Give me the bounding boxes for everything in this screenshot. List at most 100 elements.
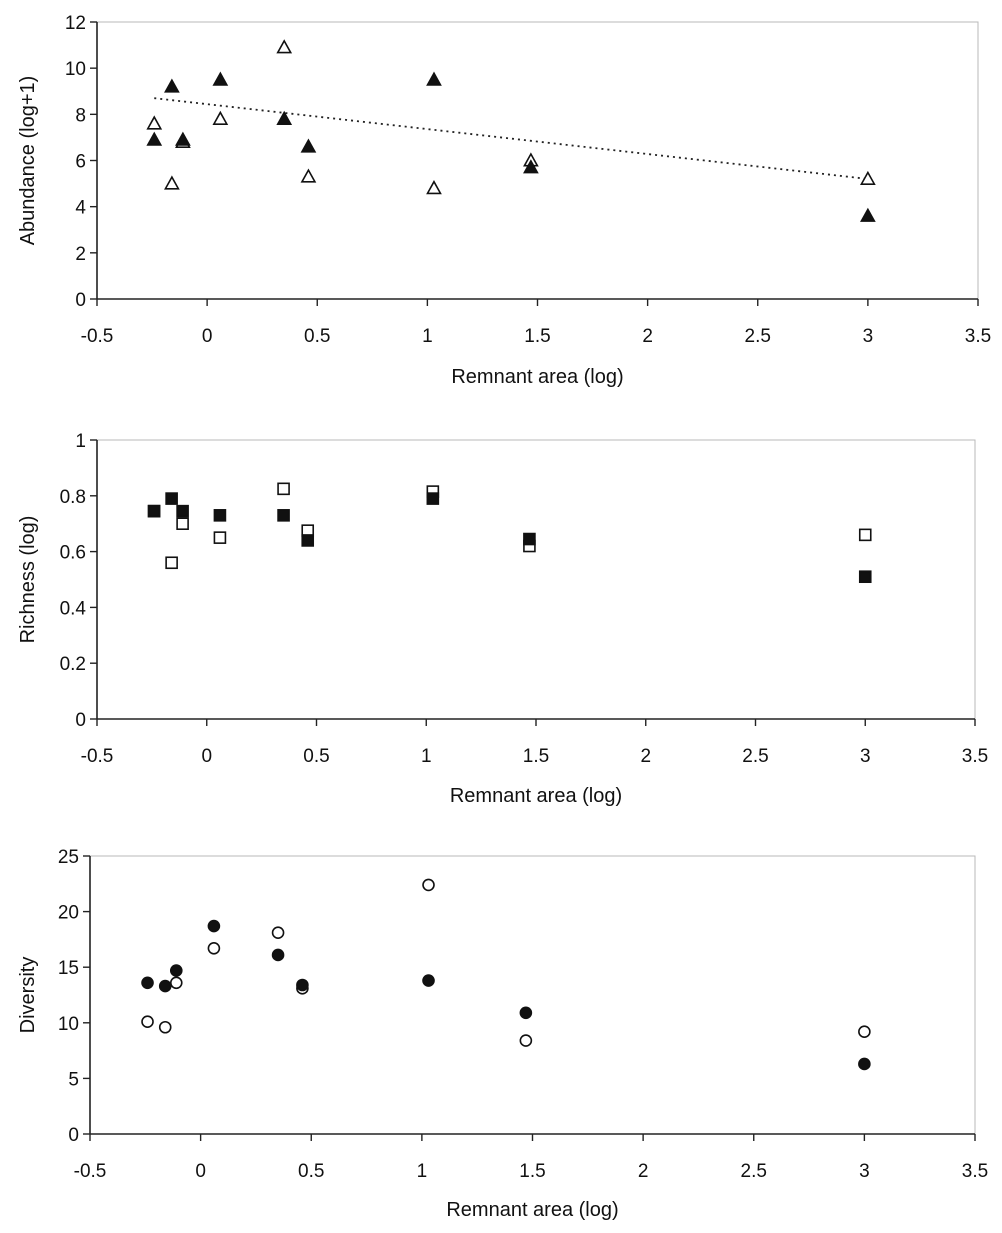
filled-square-point: [858, 570, 872, 584]
x-tick-label: 0.5: [304, 326, 330, 347]
y-tick-label: 8: [75, 105, 86, 126]
richness-panel: -0.5 0 0.5 1 1.5 2 2.5 3 3.5 0 0.2 0.4 0.6 0.8 1 Remnan…: [17, 431, 988, 807]
x-tick-label: 3.5: [962, 1161, 988, 1182]
open-triangle-point: [212, 110, 229, 125]
open-square-point: [213, 531, 227, 544]
x-tick-label: 0: [195, 1161, 206, 1182]
filled-circle-point: [158, 979, 172, 993]
x-tick-label: 1: [421, 746, 432, 767]
y-tick-label: 6: [75, 152, 86, 173]
filled-circle-point: [296, 978, 309, 992]
open-square-point: [165, 556, 178, 570]
filled-triangle-point: [164, 78, 180, 93]
y-tick-label: 0.6: [60, 543, 86, 564]
x-tick-label: 2: [638, 1161, 649, 1182]
x-tick-label: -0.5: [81, 746, 114, 767]
x-tick-label: 3: [860, 746, 871, 767]
y-tick-label: 25: [58, 847, 79, 868]
y-tick-label: 4: [75, 198, 86, 219]
open-triangle-point: [300, 168, 317, 183]
filled-square-point: [176, 504, 189, 518]
filled-circle-point: [169, 964, 183, 977]
filled-triangle-point: [212, 71, 229, 86]
plot-area-frame: [96, 439, 976, 720]
x-tick-label: 2: [642, 326, 653, 347]
filled-circle-point: [858, 1057, 871, 1071]
open-triangle-point: [146, 115, 163, 130]
y-tick-label: 0: [75, 290, 86, 311]
plot-area-frame: [89, 855, 976, 1135]
open-circle-point: [141, 1015, 154, 1028]
x-tick-label: 1.5: [523, 746, 549, 767]
filled-circle-point: [207, 919, 221, 933]
x-tick-label: -0.5: [74, 1161, 107, 1182]
x-tick-label: 3: [859, 1161, 870, 1182]
y-tick-label: 1: [75, 431, 86, 452]
x-tick-label: 1: [422, 326, 433, 347]
filled-triangle-point: [860, 207, 876, 222]
x-tick-label: 0.5: [298, 1161, 324, 1182]
x-tick-label: 2.5: [741, 1161, 767, 1182]
x-axis-title: Remnant area (log): [450, 785, 622, 807]
x-tick-label: 0: [202, 326, 213, 347]
x-tick-label: 2: [640, 746, 651, 767]
open-circle-point: [422, 878, 435, 892]
y-axis-title: Abundance (log+1): [17, 76, 39, 246]
filled-triangle-point: [175, 131, 191, 146]
open-circle-point: [169, 976, 183, 990]
x-axis-title: Remnant area (log): [451, 366, 623, 388]
y-tick-label: 5: [68, 1069, 79, 1090]
open-circle-point: [519, 1034, 533, 1047]
x-tick-label: 0: [201, 746, 212, 767]
filled-triangle-point: [300, 138, 317, 153]
y-tick-label: 0: [68, 1125, 79, 1146]
filled-square-point: [277, 509, 290, 522]
x-tick-label: 1.5: [519, 1161, 545, 1182]
x-tick-label: 3.5: [962, 746, 988, 767]
filled-triangle-point: [276, 110, 293, 125]
x-tick-label: 0.5: [303, 746, 329, 767]
x-tick-label: 3.5: [965, 326, 991, 347]
open-circle-point: [207, 941, 221, 955]
y-tick-label: 10: [65, 59, 86, 80]
filled-circle-point: [422, 974, 435, 987]
x-tick-label: 2.5: [745, 326, 771, 347]
open-square-point: [277, 482, 290, 496]
filled-square-point: [213, 509, 227, 522]
filled-circle-point: [141, 976, 154, 990]
filled-triangle-point: [523, 159, 539, 174]
x-tick-label: 3: [863, 326, 874, 347]
y-tick-label: 20: [58, 903, 79, 924]
filled-square-point: [301, 534, 315, 547]
filled-triangle-point: [146, 131, 163, 146]
filled-square-point: [165, 492, 178, 505]
y-tick-label: 2: [75, 244, 86, 265]
open-square-point: [176, 517, 189, 531]
open-triangle-point: [860, 170, 876, 185]
filled-circle-point: [519, 1006, 533, 1020]
y-tick-label: 15: [58, 958, 79, 979]
y-axis-title: Richness (log): [17, 516, 39, 644]
y-tick-label: 12: [65, 13, 86, 34]
open-circle-point: [858, 1025, 871, 1038]
x-tick-label: 2.5: [742, 746, 768, 767]
open-circle-point: [271, 926, 285, 940]
open-triangle-point: [276, 39, 293, 54]
filled-square-point: [523, 532, 536, 546]
filled-square-point: [426, 492, 440, 505]
x-tick-label: 1: [417, 1161, 428, 1182]
filled-triangle-point: [426, 71, 442, 86]
diversity-panel: -0.5 0 0.5 1 1.5 2 2.5 3 3.5 0 5 10 15 20 25 Remnant ar…: [17, 847, 988, 1221]
y-tick-label: 0.4: [60, 598, 87, 619]
y-tick-label: 10: [58, 1014, 79, 1035]
abundance-panel: -0.5 0 0.5 1 1.5 2 2.5 3 3.5 0 2 4 6 8 10 12 Remnant are…: [17, 13, 991, 388]
x-tick-label: -0.5: [81, 326, 114, 347]
open-square-point: [858, 528, 872, 542]
open-triangle-point: [426, 180, 442, 195]
x-axis-title: Remnant area (log): [446, 1199, 618, 1221]
y-tick-label: 0: [75, 710, 86, 731]
open-triangle-point: [164, 175, 180, 190]
x-tick-label: 1.5: [524, 326, 550, 347]
trendline: [154, 97, 868, 180]
